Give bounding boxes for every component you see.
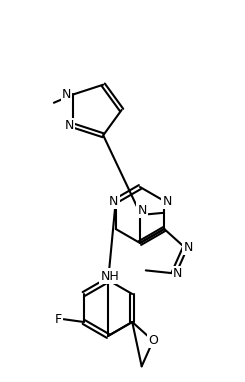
Text: O: O	[148, 334, 158, 347]
Text: N: N	[183, 241, 193, 254]
Text: N: N	[65, 119, 74, 132]
Text: N: N	[62, 88, 71, 101]
Text: NH: NH	[101, 269, 119, 283]
Text: F: F	[55, 313, 62, 326]
Text: N: N	[163, 194, 172, 207]
Text: N: N	[173, 267, 182, 280]
Text: N: N	[109, 194, 118, 207]
Text: N: N	[137, 204, 147, 217]
